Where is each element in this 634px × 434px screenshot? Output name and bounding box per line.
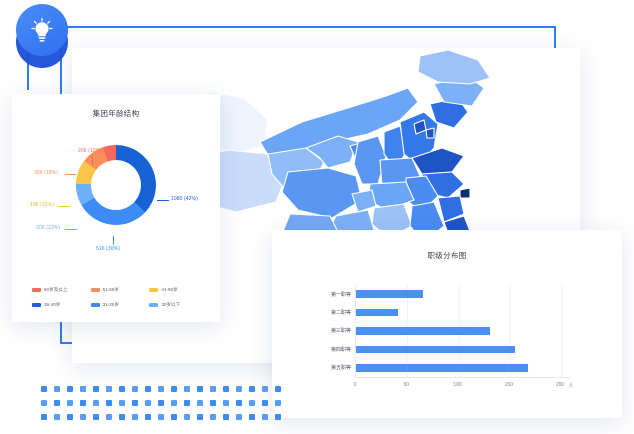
legend-item-41-50[interactable]: 41-50岁 xyxy=(149,287,208,293)
donut-label-31-35: 206 (12%) xyxy=(36,225,60,231)
legend-label: 51-59岁 xyxy=(102,287,119,292)
donut-chart xyxy=(75,145,156,225)
bar-category-label: 第二职等 xyxy=(330,310,351,317)
bar-chart-title: 职级分布图 xyxy=(427,251,467,260)
bar-plot: 第一职等 第二职等 第三职等 第四职等 第五职等 xyxy=(331,285,562,377)
lightbulb-badge[interactable] xyxy=(14,2,70,68)
frame-line-top xyxy=(60,26,556,28)
donut-slice-60-plus xyxy=(102,145,116,162)
x-tick-50: 50 xyxy=(403,382,410,388)
gridline-150 xyxy=(509,285,511,377)
bar-fill[interactable] xyxy=(356,290,423,298)
badge-circle xyxy=(16,4,68,56)
donut-legend: 60岁及以上 51-59岁 41-50岁 36-40岁 31-35岁 30岁以下 xyxy=(32,287,208,308)
donut-chart-title: 集团年龄结构 xyxy=(92,109,140,118)
donut-leader-36-40 xyxy=(157,200,169,201)
lightbulb-glass xyxy=(35,22,49,37)
age-structure-panel: 集团年龄结构 xyxy=(12,94,220,322)
bar-fill[interactable] xyxy=(356,364,529,372)
donut-label-under-30: 516 (30%) xyxy=(96,246,120,252)
donut-leader-31-35 xyxy=(65,229,77,230)
donut-leader-under-30 xyxy=(113,236,114,245)
rank-distribution-panel: 职级分布图 第一职等 第二职等 第三职等 xyxy=(272,230,622,418)
legend-item-51-59[interactable]: 51-59岁 xyxy=(90,287,150,293)
legend-label: 60岁及以上 xyxy=(44,287,68,292)
donut-label-36-40: 1080 (42%) xyxy=(171,196,198,202)
bar-row[interactable]: 第二职等 xyxy=(331,303,561,321)
lightbulb-base xyxy=(39,40,45,42)
donut-slice-51-59 xyxy=(84,147,108,170)
donut-label-60-plus: 206 (12%) xyxy=(78,148,102,154)
legend-item-36-40[interactable]: 36-40岁 xyxy=(32,302,91,308)
bar-category-label: 第一职等 xyxy=(330,291,351,298)
donut-leader-51-59 xyxy=(65,174,76,175)
bar-category-label: 第四职等 xyxy=(330,346,351,353)
legend-swatch-icon xyxy=(149,303,159,307)
donut-leader-60-plus xyxy=(92,157,93,165)
donut-leader-41-50 xyxy=(58,206,70,207)
bar-category-label: 第三职等 xyxy=(330,328,351,335)
x-tick-0: 0 xyxy=(353,382,357,388)
legend-label: 36-40岁 xyxy=(44,302,61,307)
donut-label-51-59: 306 (18%) xyxy=(34,170,58,176)
donut-slice-31-35 xyxy=(75,183,95,205)
legend-swatch-icon xyxy=(149,288,159,292)
bar-row[interactable]: 第三职等 xyxy=(331,322,561,340)
bar-row[interactable]: 第一职等 xyxy=(331,285,561,303)
bar-chart-area: 第一职等 第二职等 第三职等 第四职等 第五职等 xyxy=(272,261,622,401)
map-clip xyxy=(72,48,580,363)
legend-swatch-icon xyxy=(32,288,41,292)
legend-label: 41-50岁 xyxy=(161,287,178,292)
bar-fill[interactable] xyxy=(356,327,491,335)
x-axis-unit-label: 人 xyxy=(568,383,574,389)
bar-category-label: 第五职等 xyxy=(330,365,351,372)
legend-label: 31-35岁 xyxy=(102,302,119,307)
legend-swatch-icon xyxy=(90,303,100,307)
legend-item-31-35[interactable]: 31-35岁 xyxy=(90,302,150,308)
x-tick-100: 100 xyxy=(453,382,462,388)
legend-label: 30岁以下 xyxy=(161,302,181,307)
donut-slice-under-30 xyxy=(81,197,145,225)
bar-x-axis: 0 50 100 150 200 人 xyxy=(353,377,574,392)
donut-label-41-50: 196 (12%) xyxy=(30,202,54,208)
bar-fill[interactable] xyxy=(356,345,515,354)
lightbulb-base xyxy=(38,37,46,39)
donut-slice-36-40 xyxy=(116,145,156,213)
frame-line-right xyxy=(554,26,556,48)
legend-swatch-icon xyxy=(90,288,100,292)
legend-item-60-plus[interactable]: 60岁及以上 xyxy=(32,287,91,293)
legend-item-under-30[interactable]: 30岁以下 xyxy=(149,302,208,308)
bar-row[interactable]: 第四职等 xyxy=(331,340,561,358)
donut-chart-area: 1080 (42%) 516 (30%) 206 (12%) 196 (12%)… xyxy=(12,119,220,269)
gridline-200 xyxy=(561,285,562,377)
bar-row[interactable]: 第五职等 xyxy=(331,359,561,377)
bar-fill[interactable] xyxy=(356,308,398,317)
x-tick-150: 150 xyxy=(504,382,513,388)
legend-swatch-icon xyxy=(32,303,41,307)
dot-grid-decoration xyxy=(38,382,284,424)
lightbulb-icon xyxy=(31,17,53,42)
china-choropleth-map xyxy=(173,50,491,283)
donut-slice-41-50 xyxy=(76,161,96,185)
x-tick-200: 200 xyxy=(555,382,565,388)
